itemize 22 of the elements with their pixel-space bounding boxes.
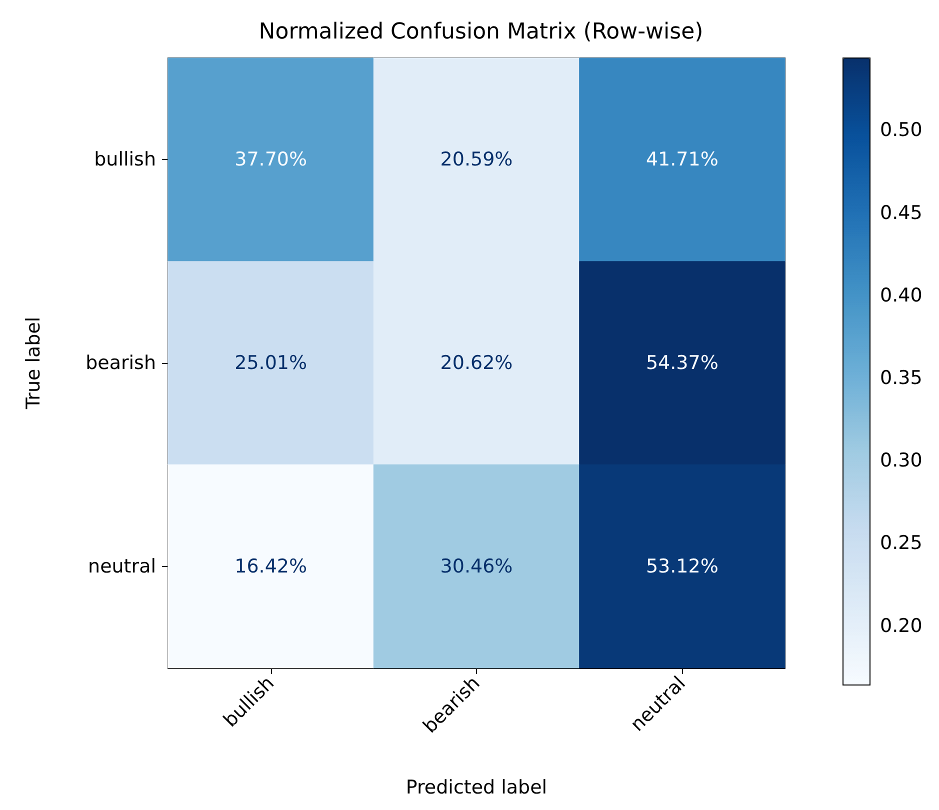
color-bar-label: 0.45	[880, 202, 922, 224]
y-tick-label: neutral	[88, 555, 156, 578]
chart-title: Normalized Confusion Matrix (Row-wise)	[258, 20, 704, 44]
data-label: 53.12%	[646, 555, 718, 578]
color-bar-label: 0.35	[880, 367, 922, 390]
data-label: 41.71%	[646, 148, 718, 171]
y-tick-label: bullish	[94, 148, 156, 171]
y-axis-title: True label	[22, 316, 44, 410]
y-tick-label: bearish	[86, 352, 156, 374]
data-label: 37.70%	[234, 148, 308, 171]
color-bar-label: 0.20	[880, 614, 922, 637]
data-label: 20.59%	[440, 148, 513, 171]
x-axis-title: Predicted label	[406, 776, 548, 798]
data-label: 25.01%	[234, 352, 308, 374]
data-label: 54.37%	[646, 352, 718, 374]
color-bar-label: 0.40	[880, 284, 922, 306]
color-bar-label: 0.25	[880, 532, 922, 554]
color-bar-label: 0.50	[880, 119, 922, 142]
color-bar-label: 0.30	[880, 450, 922, 472]
data-label: 20.62%	[440, 352, 513, 374]
data-label: 16.42%	[234, 555, 308, 578]
data-label: 30.46%	[440, 555, 513, 578]
